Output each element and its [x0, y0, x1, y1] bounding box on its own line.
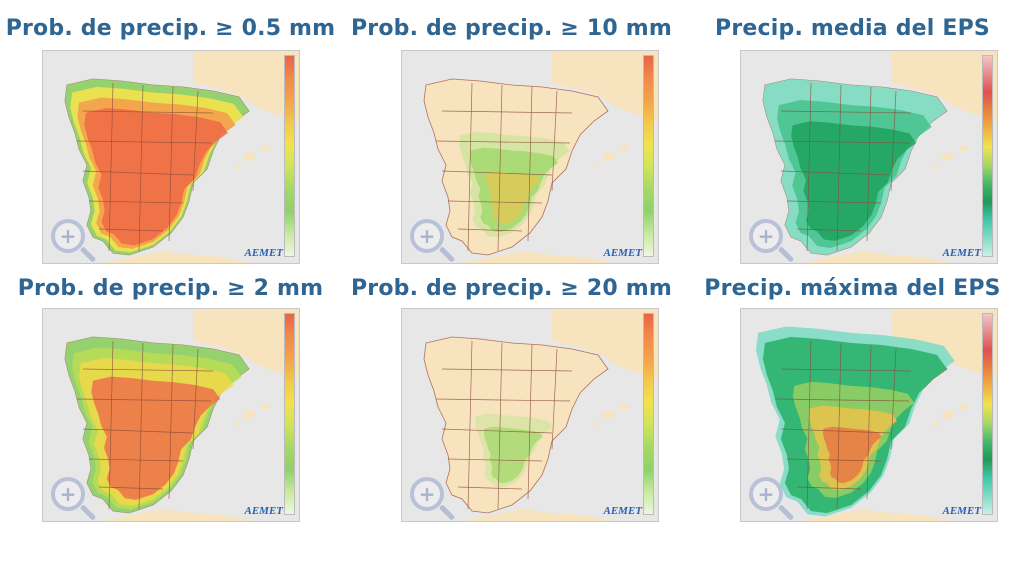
- panel-max-eps: Precip. máxima del EPS + AEMET: [682, 276, 1023, 564]
- aemet-logo: AEMET: [603, 247, 642, 259]
- zoom-icon[interactable]: +: [410, 219, 444, 253]
- panel-prob-2: Prob. de precip. ≥ 2 mm + AEMET: [0, 276, 341, 564]
- zoom-icon[interactable]: +: [51, 219, 85, 253]
- panel-title: Precip. media del EPS: [715, 16, 990, 41]
- panel-title: Precip. máxima del EPS: [704, 276, 1001, 301]
- color-scale: [284, 55, 295, 257]
- color-scale: [982, 55, 993, 257]
- zoom-icon[interactable]: +: [51, 477, 85, 511]
- precip-map[interactable]: + AEMET: [401, 50, 659, 264]
- color-scale: [982, 313, 993, 515]
- color-scale: [643, 55, 654, 257]
- aemet-logo: AEMET: [244, 247, 283, 259]
- precip-map[interactable]: + AEMET: [401, 308, 659, 522]
- color-scale: [284, 313, 295, 515]
- zoom-icon[interactable]: +: [410, 477, 444, 511]
- aemet-logo: AEMET: [942, 247, 981, 259]
- aemet-logo: AEMET: [603, 505, 642, 517]
- panel-title: Prob. de precip. ≥ 2 mm: [17, 276, 324, 301]
- precip-map[interactable]: + AEMET: [42, 308, 300, 522]
- panel-prob-10: Prob. de precip. ≥ 10 mm + AEMET: [341, 0, 682, 288]
- panel-title: Prob. de precip. ≥ 0.5 mm: [5, 16, 336, 41]
- aemet-logo: AEMET: [244, 505, 283, 517]
- zoom-icon[interactable]: +: [749, 477, 783, 511]
- panel-prob-05: Prob. de precip. ≥ 0.5 mm + AEMET: [0, 0, 341, 288]
- color-scale: [643, 313, 654, 515]
- panel-prob-20: Prob. de precip. ≥ 20 mm + AEMET: [341, 276, 682, 564]
- precip-map[interactable]: + AEMET: [740, 308, 998, 522]
- panel-title: Prob. de precip. ≥ 10 mm: [350, 16, 673, 41]
- precip-map[interactable]: + AEMET: [42, 50, 300, 264]
- panel-title: Prob. de precip. ≥ 20 mm: [350, 276, 673, 301]
- aemet-logo: AEMET: [942, 505, 981, 517]
- zoom-icon[interactable]: +: [749, 219, 783, 253]
- precip-map[interactable]: + AEMET: [740, 50, 998, 264]
- panel-mean-eps: Precip. media del EPS + AEMET: [682, 0, 1023, 288]
